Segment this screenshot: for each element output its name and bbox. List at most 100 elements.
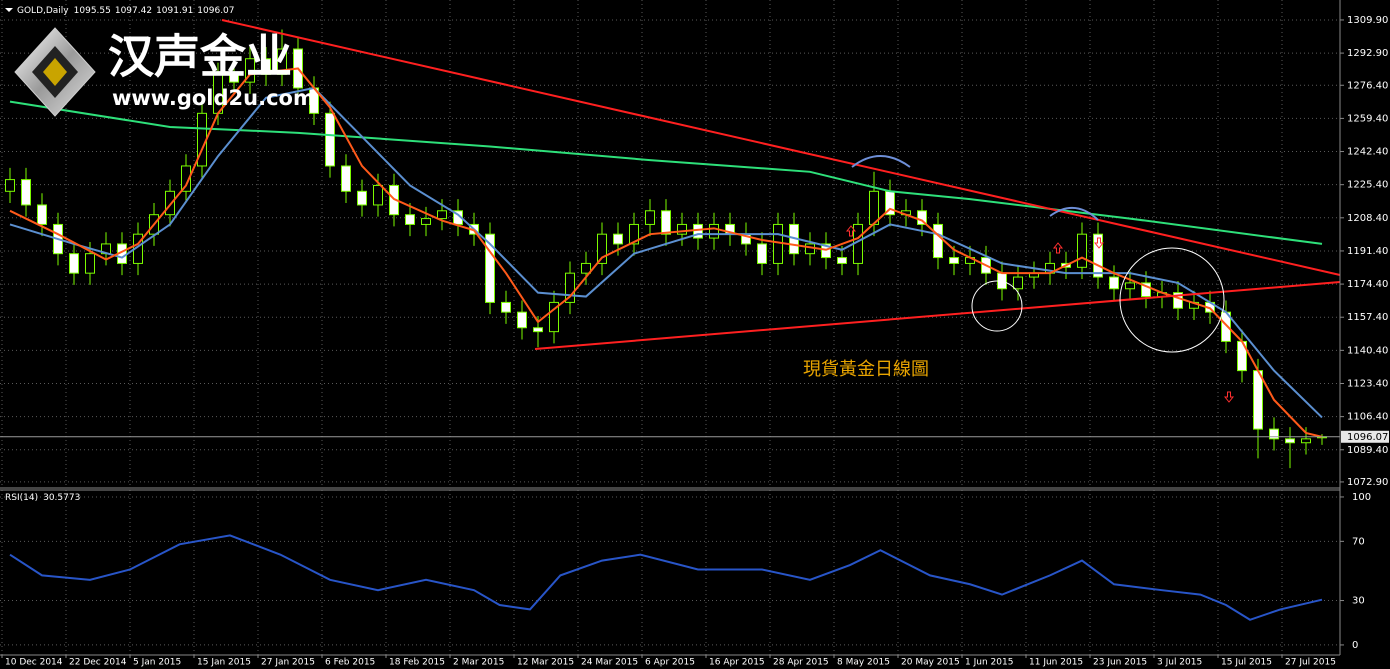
y-tick-label: 1140.40 bbox=[1347, 345, 1388, 356]
rsi-name: RSI(14) bbox=[5, 493, 38, 503]
candle-body bbox=[709, 223, 719, 239]
candle-body bbox=[1125, 282, 1135, 290]
arrow-down bbox=[1223, 391, 1235, 403]
arrow-down bbox=[1093, 237, 1105, 249]
x-tick-label: 24 Mar 2015 bbox=[581, 658, 638, 668]
x-tick-label: 12 Mar 2015 bbox=[517, 658, 574, 668]
candle-body bbox=[229, 73, 239, 83]
candle-body bbox=[837, 257, 847, 264]
open-value: 1095.55 bbox=[74, 6, 111, 16]
moving-average bbox=[9, 67, 1323, 438]
axis-labels: 1309.90 1292.90 1276.40 1259.40 1242.40 1225.… bbox=[1, 15, 1389, 668]
arc-marker bbox=[851, 155, 911, 168]
candle-body bbox=[917, 210, 927, 225]
candle-body bbox=[933, 223, 943, 259]
y-tick-label: 1292.90 bbox=[1347, 48, 1388, 59]
candle-body bbox=[629, 223, 639, 245]
candle-body bbox=[181, 165, 191, 192]
candle-body bbox=[277, 48, 287, 75]
candle-body bbox=[357, 190, 367, 206]
y-tick-label: 1072.90 bbox=[1347, 477, 1388, 488]
logo-url: www.gold2u.com bbox=[112, 86, 315, 110]
candle-body bbox=[245, 58, 255, 83]
candle-body bbox=[1093, 233, 1103, 278]
y-tick-label: 1174.40 bbox=[1347, 279, 1388, 290]
low-value: 1091.91 bbox=[156, 6, 193, 16]
y-tick-label: 1259.40 bbox=[1347, 113, 1388, 124]
price-tag-label: 1096.07 bbox=[1347, 432, 1388, 443]
candle-body bbox=[485, 233, 495, 303]
y-tick-label: 1225.40 bbox=[1347, 180, 1388, 191]
x-tick-label: 2 Mar 2015 bbox=[453, 658, 504, 668]
candle-body bbox=[549, 301, 559, 333]
candle-body bbox=[661, 210, 671, 235]
circle-marker bbox=[1119, 247, 1225, 353]
candle-body bbox=[501, 301, 511, 313]
y-tick-label: 1276.40 bbox=[1347, 80, 1388, 91]
candle-body bbox=[1109, 276, 1119, 290]
x-tick-label: 23 Jun 2015 bbox=[1093, 658, 1147, 668]
x-tick-label: 6 Apr 2015 bbox=[645, 658, 695, 668]
x-tick-label: 15 Jul 2015 bbox=[1221, 658, 1272, 668]
y-tick-label: 1157.40 bbox=[1347, 312, 1388, 323]
candle-body bbox=[85, 253, 95, 274]
candle-body bbox=[69, 253, 79, 274]
x-tick-label: 15 Jan 2015 bbox=[197, 658, 251, 668]
candle-body bbox=[5, 179, 15, 192]
candle-body bbox=[261, 58, 271, 75]
moving-average bbox=[9, 86, 1323, 419]
x-tick-label: 22 Dec 2014 bbox=[69, 658, 127, 668]
candle-body bbox=[757, 243, 767, 264]
rsi-header: RSI(14) 30.5773 bbox=[5, 493, 80, 503]
candle-body bbox=[165, 190, 175, 216]
candle-body bbox=[517, 311, 527, 329]
x-tick-label: 10 Dec 2014 bbox=[5, 658, 63, 668]
y-tick-label: 70 bbox=[1352, 536, 1365, 547]
candle-body bbox=[693, 223, 703, 239]
candle-body bbox=[1141, 282, 1151, 298]
circle-marker bbox=[971, 280, 1023, 332]
x-tick-label: 28 Apr 2015 bbox=[773, 658, 829, 668]
y-tick-label: 1309.90 bbox=[1347, 15, 1388, 26]
candle-body bbox=[1285, 438, 1295, 444]
arc-marker bbox=[1049, 207, 1099, 221]
y-tick-label: 0 bbox=[1352, 640, 1358, 651]
close-value: 1096.07 bbox=[197, 6, 234, 16]
chart-header: GOLD,Daily 1095.55 1097.42 1091.91 1096.07 bbox=[17, 6, 235, 16]
rsi-value: 30.5773 bbox=[43, 493, 80, 503]
candle-body bbox=[533, 327, 543, 333]
y-tick-label: 1106.40 bbox=[1347, 412, 1388, 423]
menu-icon bbox=[5, 8, 13, 12]
candle-body bbox=[1077, 233, 1087, 268]
candle-body bbox=[405, 214, 415, 225]
candle-body bbox=[341, 165, 351, 192]
trendline bbox=[534, 281, 1341, 350]
candle-body bbox=[677, 223, 687, 235]
rsi-line bbox=[9, 534, 1323, 621]
candle-body bbox=[437, 210, 447, 220]
y-tick-label: 1123.40 bbox=[1347, 378, 1388, 389]
candle-body bbox=[949, 257, 959, 264]
candle-body bbox=[613, 233, 623, 245]
annotation: 現貨黃金日線圖 bbox=[803, 359, 929, 380]
y-tick-label: 100 bbox=[1352, 492, 1371, 503]
arrow-up bbox=[845, 225, 857, 237]
arrow-up bbox=[1052, 242, 1064, 254]
x-tick-label: 8 May 2015 bbox=[837, 658, 890, 668]
high-value: 1097.42 bbox=[115, 6, 152, 16]
x-tick-label: 1 Jun 2015 bbox=[965, 658, 1013, 668]
x-tick-label: 11 Jun 2015 bbox=[1029, 658, 1083, 668]
y-tick-label: 1191.40 bbox=[1347, 246, 1388, 257]
price-tag bbox=[1341, 430, 1389, 443]
y-tick-label: 1089.40 bbox=[1347, 445, 1388, 456]
x-tick-label: 27 Jan 2015 bbox=[261, 658, 315, 668]
x-tick-label: 6 Feb 2015 bbox=[325, 658, 375, 668]
x-tick-label: 3 Jul 2015 bbox=[1157, 658, 1202, 668]
candle-body bbox=[1269, 428, 1279, 440]
candle-body bbox=[581, 262, 591, 274]
candle-body bbox=[21, 179, 31, 206]
trendline bbox=[221, 19, 1341, 276]
candle-body bbox=[1253, 370, 1263, 430]
candle-body bbox=[597, 233, 607, 264]
